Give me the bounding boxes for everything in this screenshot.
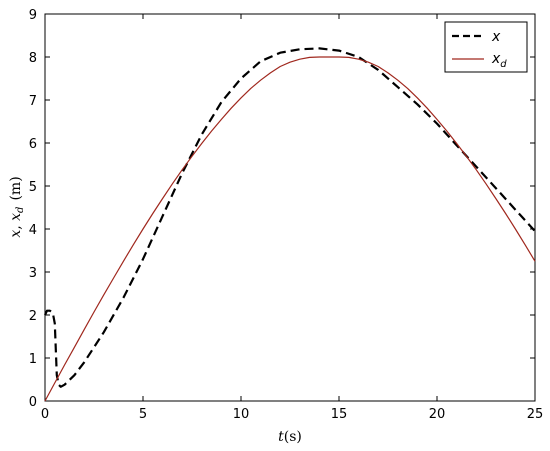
legend-label-xd: xd xyxy=(491,51,507,70)
y-axis-label-unit: (m) xyxy=(8,176,24,200)
y-tick-label: 7 xyxy=(29,94,37,109)
legend: x xd xyxy=(444,21,528,73)
y-axis-label: x, xd(m) xyxy=(8,176,26,237)
y-tick-label: 2 xyxy=(29,309,37,324)
legend-label-xd-main: x xyxy=(491,51,501,67)
x-axis: 0 5 10 15 20 25 xyxy=(41,14,543,422)
y-axis-label-sep: , xyxy=(8,221,24,230)
x-tick-label: 0 xyxy=(41,407,49,422)
x-axis-label: t(s) xyxy=(278,429,302,445)
y-tick-label: 5 xyxy=(29,180,37,195)
y-axis-label-sub: d xyxy=(15,207,26,213)
x-axis-label-unit: (s) xyxy=(284,429,302,445)
y-tick-label: 9 xyxy=(29,8,37,23)
plot-area xyxy=(44,13,536,402)
series-line-x xyxy=(44,47,536,388)
y-tick-label: 8 xyxy=(29,51,37,66)
y-tick-label: 3 xyxy=(29,266,37,281)
series-line-xd xyxy=(44,56,536,402)
x-axis-label-var: t xyxy=(278,429,284,445)
legend-label-xd-sub: d xyxy=(500,59,507,70)
y-axis: 0 1 2 3 4 5 6 7 8 9 xyxy=(29,8,535,410)
y-axis-label-xd: x xyxy=(8,213,24,221)
x-tick-label: 25 xyxy=(527,407,544,422)
legend-label-x: x xyxy=(491,29,501,45)
y-tick-label: 4 xyxy=(29,223,37,238)
x-tick-label: 5 xyxy=(139,407,147,422)
x-tick-label: 20 xyxy=(429,407,446,422)
series-layer xyxy=(44,47,536,402)
x-tick-label: 15 xyxy=(331,407,348,422)
y-tick-label: 0 xyxy=(29,395,37,410)
y-tick-label: 1 xyxy=(29,352,37,367)
x-tick-label: 10 xyxy=(233,407,250,422)
y-tick-label: 6 xyxy=(29,137,37,152)
legend-box xyxy=(444,21,528,73)
y-axis-label-x: x xyxy=(8,230,24,238)
